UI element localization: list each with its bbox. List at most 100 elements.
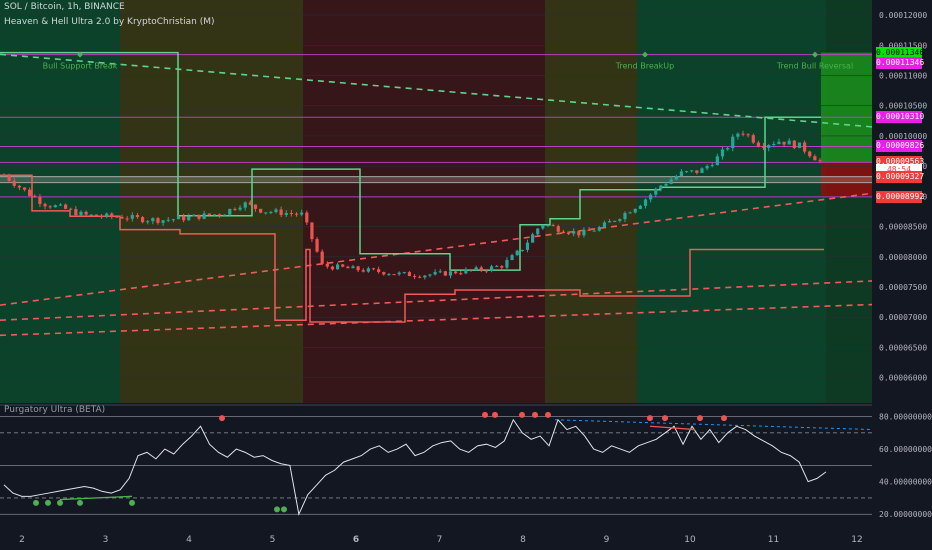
signal-marker [77,51,83,58]
candle-body [756,142,761,147]
candle-body [192,214,196,217]
trend-line [0,303,873,337]
candle-body [428,274,432,276]
time-axis[interactable]: 2 3 4 5 6 7 8 9 10 11 12 [19,535,863,545]
candle-body [710,165,714,167]
candle-body [572,231,576,234]
hell-step-line [0,174,824,323]
candle-body [628,212,632,214]
osc-buy-dot [57,499,63,506]
candle-body [751,135,755,143]
candle-body [808,151,812,157]
candle-body [761,146,766,148]
candle-body [695,170,699,173]
candle-body [243,202,247,208]
candle-body [438,271,442,273]
candle-body [300,212,304,215]
osc-sell-dot [697,415,703,422]
candle-body [74,209,78,216]
candle-body [531,234,535,243]
price-axis[interactable]: 0.00012000 0.00011500 0.00011000 0.00010500… [872,0,932,550]
candle-body [115,216,119,218]
candle-body [171,219,175,221]
time-tick-label: 6 [353,535,359,545]
candle-body [679,171,684,177]
candle-body [792,140,796,149]
candle-body [561,231,565,234]
price-tick-label: 0.00008000 [879,253,927,262]
time-tick-label: 3 [103,535,109,545]
candle-body [520,249,524,251]
candle-body [772,144,776,146]
candle-body [294,213,299,215]
osc-tick-label: 80.00000000 [879,413,932,422]
candle-body [510,255,514,260]
candle-body [638,205,642,209]
candle-body [176,216,181,220]
candle-body [105,213,109,217]
candle-body [7,175,11,181]
price-tick-label: 0.00007500 [879,283,927,292]
candle-body [459,273,463,275]
osc-buy-dot [274,506,280,513]
stop-zone [821,162,872,197]
trend-line [0,280,873,322]
candle-body [777,141,781,145]
candle-body [325,263,329,267]
candle-body [135,215,140,218]
heaven-hell-zones [0,0,872,403]
candle-body [156,218,160,223]
candle-body [613,220,617,222]
candle-body [551,225,555,227]
time-tick-label: 10 [684,535,696,545]
candle-body [259,208,263,213]
candle-body [669,179,673,184]
candle-body [253,204,258,209]
candle-body [705,165,709,169]
candle-body [597,226,601,231]
candle-body [187,216,191,221]
price-tick-label: 0.00006500 [879,343,927,352]
candle-body [69,208,73,210]
candle-body [813,156,817,161]
candle-body [377,269,381,273]
price-tick-label: 0.00008500 [879,223,927,232]
candle-body [289,213,293,215]
candle-body [448,271,453,276]
price-tick-label: 0.00011500 [879,41,927,50]
candle-body [464,269,468,274]
candle-body [320,251,324,264]
candle-body [207,213,211,215]
candle-body [120,217,124,219]
osc-buy-dot [77,499,83,506]
candle-body [33,195,37,198]
candle-body [22,187,27,190]
zone-green [637,0,826,403]
candle-body [130,215,134,219]
osc-buy-dot [45,499,51,506]
candle-body [690,170,694,172]
candle-body [335,264,340,270]
price-tick-label: 0.00012000 [879,11,927,20]
candle-body [264,212,268,214]
candle-body [238,207,242,210]
consolidation-band [0,176,872,183]
candle-body [674,176,678,180]
candle-body [469,269,473,271]
candle-body [248,202,252,205]
candle-body [587,229,591,231]
candlestick-series [2,130,822,280]
candle-body [782,141,786,145]
candle-body [99,216,104,218]
price-tag: 0.00009327 [876,170,925,183]
price-axis-bg [872,0,932,550]
osc-buy-dot [281,506,287,513]
candle-body [330,266,335,270]
candle-body [443,271,447,276]
candle-body [274,209,278,212]
candle-body [43,203,47,207]
candle-body [94,214,98,217]
candle-body [412,276,417,278]
time-tick-label: 5 [270,535,276,545]
